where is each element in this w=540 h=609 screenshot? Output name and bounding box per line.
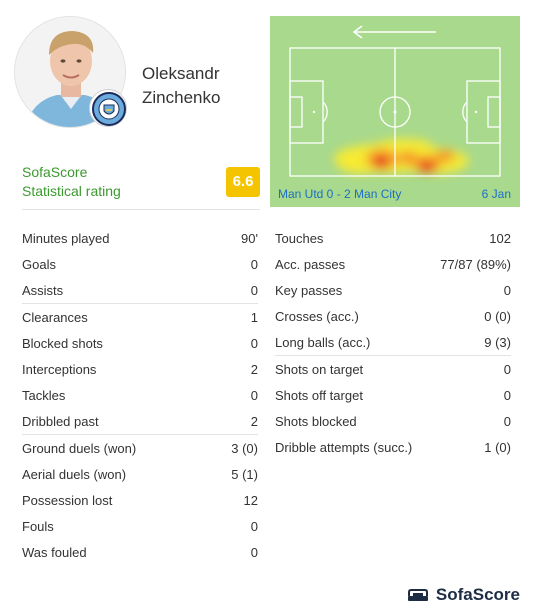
stat-label: Shots on target [275, 361, 364, 377]
heatmap-pitch [289, 25, 501, 177]
stat-row: Clearances 1 [22, 304, 258, 330]
stat-row: Ground duels (won) 3 (0) [22, 435, 258, 461]
stat-value: 2 [250, 413, 258, 429]
stats-group: Minutes played 90' Goals 0 Assists 0 [22, 225, 258, 303]
stat-label: Ground duels (won) [22, 440, 137, 456]
player-avatar [14, 16, 126, 128]
divider [22, 209, 260, 210]
stat-label: Interceptions [22, 361, 97, 377]
stat-row: Shots off target 0 [275, 382, 511, 408]
stat-row: Crosses (acc.) 0 (0) [275, 303, 511, 329]
stats-right-column: Touches 102 Acc. passes 77/87 (89%) Key pass… [275, 225, 511, 460]
stat-row: Shots on target 0 [275, 356, 511, 382]
club-badge-icon [89, 89, 127, 127]
stat-row: Possession lost 12 [22, 487, 258, 513]
stat-label: Dribbled past [22, 413, 99, 429]
stat-label: Acc. passes [275, 256, 346, 272]
stats-group: Ground duels (won) 3 (0) Aerial duels (won… [22, 434, 258, 565]
stat-value: 0 [250, 544, 258, 560]
stat-label: Crosses (acc.) [275, 308, 359, 324]
stat-label: Was fouled [22, 544, 87, 560]
stat-label: Tackles [22, 387, 66, 403]
stat-value: 0 [503, 282, 511, 298]
heat-zones [334, 138, 469, 174]
stat-value: 0 [503, 387, 511, 403]
player-name: Oleksandr Zinchenko [142, 62, 262, 110]
stat-label: Long balls (acc.) [275, 334, 371, 350]
stat-row: Key passes 0 [275, 277, 511, 303]
stat-label: Assists [22, 282, 64, 298]
stat-row: Interceptions 2 [22, 356, 258, 382]
stat-value: 0 [250, 282, 258, 298]
stat-label: Possession lost [22, 492, 113, 508]
stat-label: Shots blocked [275, 413, 357, 429]
stat-row: Assists 0 [22, 277, 258, 303]
heatmap-panel: Man Utd 0 - 2 Man City 6 Jan [270, 16, 520, 207]
rating-label-text: Statistical rating [22, 183, 121, 199]
stat-value: 2 [250, 361, 258, 377]
stat-label: Key passes [275, 282, 343, 298]
stat-label: Fouls [22, 518, 54, 534]
stat-value: 3 (0) [231, 440, 258, 456]
stats-left-column: Minutes played 90' Goals 0 Assists 0 Clearance… [22, 225, 258, 565]
rating-badge: 6.6 [226, 167, 260, 197]
heatmap-match-date: 6 Jan [481, 187, 511, 201]
footer-brand-text: SofaScore [435, 585, 520, 604]
stat-value: 102 [489, 230, 511, 246]
stat-value: 0 [250, 387, 258, 403]
sofascore-logo-icon [407, 589, 428, 601]
heatmap-match-label: Man Utd 0 - 2 Man City [278, 187, 402, 201]
stat-row: Fouls 0 [22, 513, 258, 539]
stat-row: Blocked shots 0 [22, 330, 258, 356]
left-arrow-icon [352, 25, 436, 39]
stats-group: Clearances 1 Blocked shots 0 Interceptions 2 T… [22, 303, 258, 434]
stat-row: Touches 102 [275, 225, 511, 251]
player-photo [15, 17, 125, 127]
stat-row: Tackles 0 [22, 382, 258, 408]
stat-row: Dribbled past 2 [22, 408, 258, 434]
stats-group: Shots on target 0 Shots off target 0 Shots b… [275, 355, 511, 460]
stat-row: Was fouled 0 [22, 539, 258, 565]
stat-label: Shots off target [275, 387, 363, 403]
stat-label: Minutes played [22, 230, 110, 246]
footer-brand: SofaScore [407, 585, 520, 605]
stat-value: 5 (1) [231, 466, 258, 482]
stat-value: 1 (0) [484, 439, 511, 455]
stat-label: Dribble attempts (succ.) [275, 439, 413, 455]
player-first-name: Oleksandr [142, 64, 220, 83]
stat-value: 0 [503, 361, 511, 377]
stat-row: Aerial duels (won) 5 (1) [22, 461, 258, 487]
stat-label: Goals [22, 256, 56, 272]
stats-group: Touches 102 Acc. passes 77/87 (89%) Key pass… [275, 225, 511, 355]
stat-label: Blocked shots [22, 335, 103, 351]
stat-value: 12 [243, 492, 258, 508]
stat-value: 0 (0) [484, 308, 511, 324]
stat-row: Minutes played 90' [22, 225, 258, 251]
stat-row: Dribble attempts (succ.) 1 (0) [275, 434, 511, 460]
stat-value: 0 [503, 413, 511, 429]
stat-row: Shots blocked 0 [275, 408, 511, 434]
stat-value: 77/87 (89%) [440, 256, 511, 272]
stat-label: Aerial duels (won) [22, 466, 127, 482]
stat-value: 90' [241, 230, 258, 246]
stat-row: Acc. passes 77/87 (89%) [275, 251, 511, 277]
stat-value: 0 [250, 335, 258, 351]
stat-value: 9 (3) [484, 334, 511, 350]
stat-value: 1 [250, 309, 258, 325]
player-last-name: Zinchenko [142, 88, 221, 107]
rating-label: SofaScore Statistical rating [22, 163, 121, 201]
stat-label: Touches [275, 230, 324, 246]
stat-label: Clearances [22, 309, 88, 325]
stat-value: 0 [250, 256, 258, 272]
stat-row: Long balls (acc.) 9 (3) [275, 329, 511, 355]
rating-label-brand: SofaScore [22, 164, 88, 180]
stat-value: 0 [250, 518, 258, 534]
stat-row: Goals 0 [22, 251, 258, 277]
